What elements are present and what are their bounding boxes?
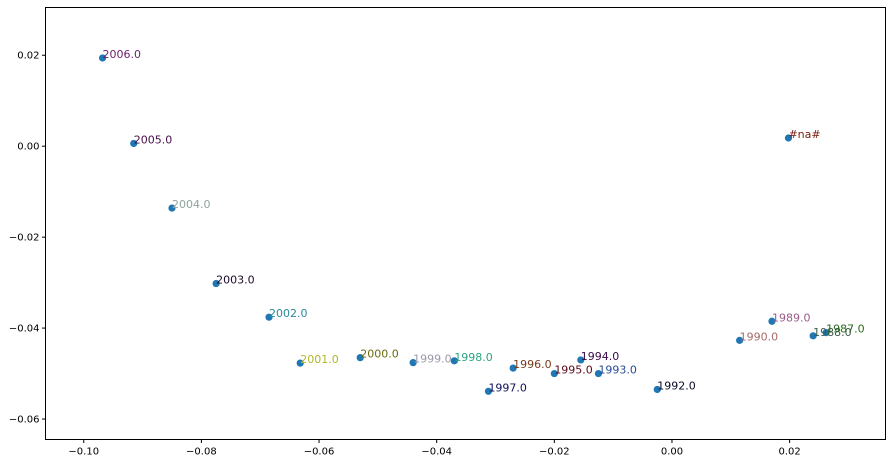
data-point	[212, 279, 220, 288]
x-tick-label: 0.00	[661, 447, 683, 458]
x-tick-label: −0.04	[421, 447, 452, 458]
data-point	[484, 387, 493, 395]
point-label: 1996.0	[513, 358, 552, 371]
point-label: 2002.0	[269, 307, 308, 320]
plot-frame	[45, 7, 886, 440]
x-tick-label: 0.02	[778, 447, 800, 458]
point-label: 2004.0	[172, 198, 211, 211]
y-tick-label: −0.02	[9, 233, 40, 244]
x-tick-label: −0.08	[186, 447, 217, 458]
data-point	[296, 359, 304, 367]
data-point	[653, 385, 661, 394]
point-label: 2000.0	[360, 348, 399, 361]
point-label: 1988.0	[813, 326, 852, 339]
x-tick-label: −0.10	[68, 447, 99, 458]
point-labels: 2006.0 2005.0 2004.0 2003.0 2002.0 2001.0 2000…	[103, 48, 865, 394]
point-label: 1994.0	[581, 350, 620, 363]
point-label: 1989.0	[772, 311, 811, 324]
point-label: 1999.0	[413, 353, 452, 366]
data-point	[265, 313, 273, 321]
y-tick-label: 0.00	[17, 142, 39, 153]
y-tick-label: 0.02	[17, 51, 39, 62]
point-label: 1990.0	[740, 330, 779, 343]
data-points	[98, 54, 830, 395]
data-point	[594, 369, 603, 378]
point-label: 2006.0	[103, 48, 142, 61]
point-label: 1995.0	[554, 364, 593, 377]
point-label: 2001.0	[300, 353, 339, 366]
point-label: 1992.0	[657, 379, 696, 392]
y-axis: 0.02 0.00 −0.02 −0.04 −0.06	[9, 51, 46, 426]
point-label: 1987.0	[826, 323, 865, 336]
point-label: 1997.0	[488, 381, 527, 394]
point-label: #na#	[788, 128, 820, 141]
data-point	[98, 54, 107, 62]
data-point	[356, 354, 364, 362]
data-point	[768, 317, 776, 325]
point-label: 1993.0	[598, 364, 637, 377]
data-point	[809, 332, 817, 340]
data-point	[784, 134, 793, 142]
data-point	[450, 357, 458, 365]
data-point	[736, 336, 744, 344]
x-tick-label: −0.06	[304, 447, 335, 458]
point-label: 1998.0	[454, 351, 493, 364]
x-axis: −0.10 −0.08 −0.06 −0.04 −0.02 0.00 0.02	[68, 439, 801, 458]
data-point	[822, 329, 830, 337]
y-tick-label: −0.04	[9, 324, 40, 335]
point-label: 2003.0	[216, 274, 255, 287]
data-point	[130, 139, 138, 148]
data-point	[577, 356, 585, 364]
data-point	[509, 364, 517, 372]
x-tick-label: −0.02	[539, 447, 570, 458]
data-point	[168, 204, 176, 212]
data-point	[550, 369, 558, 378]
point-label: 2005.0	[134, 133, 173, 146]
data-point	[409, 359, 417, 367]
y-tick-label: −0.06	[9, 415, 40, 426]
